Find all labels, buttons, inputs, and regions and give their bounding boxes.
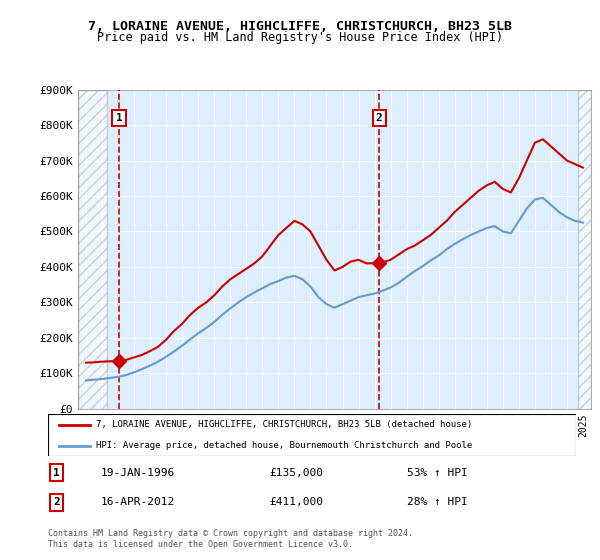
Text: 7, LORAINE AVENUE, HIGHCLIFFE, CHRISTCHURCH, BH23 5LB: 7, LORAINE AVENUE, HIGHCLIFFE, CHRISTCHU… xyxy=(88,20,512,32)
Text: 1: 1 xyxy=(116,113,122,123)
Text: 7, LORAINE AVENUE, HIGHCLIFFE, CHRISTCHURCH, BH23 5LB (detached house): 7, LORAINE AVENUE, HIGHCLIFFE, CHRISTCHU… xyxy=(95,421,472,430)
Text: 19-JAN-1996: 19-JAN-1996 xyxy=(101,468,175,478)
Bar xyxy=(78,90,107,409)
Text: HPI: Average price, detached house, Bournemouth Christchurch and Poole: HPI: Average price, detached house, Bour… xyxy=(95,441,472,450)
Text: 2: 2 xyxy=(376,113,383,123)
Text: Price paid vs. HM Land Registry's House Price Index (HPI): Price paid vs. HM Land Registry's House … xyxy=(97,31,503,44)
Bar xyxy=(578,90,591,409)
Text: £135,000: £135,000 xyxy=(270,468,324,478)
Text: 16-APR-2012: 16-APR-2012 xyxy=(101,497,175,507)
Text: 53% ↑ HPI: 53% ↑ HPI xyxy=(407,468,468,478)
Text: 2: 2 xyxy=(53,497,60,507)
Text: 28% ↑ HPI: 28% ↑ HPI xyxy=(407,497,468,507)
Text: This data is licensed under the Open Government Licence v3.0.: This data is licensed under the Open Gov… xyxy=(48,540,353,549)
Text: £411,000: £411,000 xyxy=(270,497,324,507)
Text: 1: 1 xyxy=(53,468,60,478)
Text: Contains HM Land Registry data © Crown copyright and database right 2024.: Contains HM Land Registry data © Crown c… xyxy=(48,529,413,538)
FancyBboxPatch shape xyxy=(48,414,576,456)
